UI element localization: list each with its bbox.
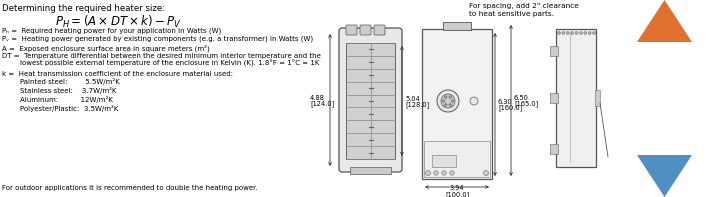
Circle shape — [442, 171, 446, 175]
FancyBboxPatch shape — [360, 25, 371, 35]
Circle shape — [451, 100, 454, 102]
Bar — [424, 141, 490, 177]
Text: DT =  Temperature differential between the desired minimum interior temperature : DT = Temperature differential between th… — [2, 52, 321, 67]
Bar — [422, 29, 492, 179]
Circle shape — [557, 32, 560, 34]
Circle shape — [449, 104, 451, 106]
Circle shape — [449, 96, 451, 98]
Text: [165.0]: [165.0] — [514, 101, 539, 107]
Bar — [550, 46, 558, 56]
Circle shape — [444, 96, 447, 98]
Circle shape — [562, 32, 565, 34]
Text: [100.0]: [100.0] — [445, 191, 469, 197]
Text: For spacing, add 2" clearance
to heat sensitive parts.: For spacing, add 2" clearance to heat se… — [469, 3, 579, 17]
FancyBboxPatch shape — [374, 25, 385, 35]
Circle shape — [575, 32, 578, 34]
Circle shape — [433, 171, 438, 175]
Circle shape — [588, 32, 591, 34]
Circle shape — [584, 32, 587, 34]
Bar — [443, 22, 471, 30]
Circle shape — [450, 171, 454, 175]
Circle shape — [470, 97, 478, 105]
Bar — [550, 144, 558, 154]
Text: 3.94: 3.94 — [450, 186, 464, 191]
Text: A =  Exposed enclosure surface area in square meters (m²): A = Exposed enclosure surface area in sq… — [2, 44, 210, 51]
Polygon shape — [637, 0, 692, 42]
Text: k =  Heat transmission coefficient of the enclosure material used:
        Paint: k = Heat transmission coefficient of the… — [2, 71, 233, 112]
Bar — [550, 93, 558, 103]
Text: For outdoor applications it is recommended to double the heating power.: For outdoor applications it is recommend… — [2, 185, 258, 191]
Circle shape — [484, 170, 488, 176]
Text: 6.30: 6.30 — [498, 99, 513, 105]
Circle shape — [442, 100, 445, 102]
Circle shape — [580, 32, 582, 34]
Text: 4.88: 4.88 — [310, 95, 325, 100]
Text: $P_H = ( A \times DT \times k) - P_V$: $P_H = ( A \times DT \times k) - P_V$ — [55, 14, 181, 30]
Circle shape — [593, 32, 595, 34]
FancyBboxPatch shape — [346, 25, 357, 35]
Text: 5.04: 5.04 — [405, 96, 420, 101]
Text: [128.0]: [128.0] — [405, 101, 429, 108]
Text: Pᵥ =  Heating power generated by existing components (e.g. a transformer) in Wat: Pᵥ = Heating power generated by existing… — [2, 35, 313, 42]
Text: 6.50: 6.50 — [514, 95, 529, 101]
Bar — [350, 167, 391, 174]
Text: [124.0]: [124.0] — [310, 100, 334, 107]
Bar — [595, 90, 600, 106]
Circle shape — [441, 94, 455, 108]
Text: Determining the required heater size:: Determining the required heater size: — [2, 4, 165, 13]
Circle shape — [566, 32, 570, 34]
Bar — [346, 43, 395, 159]
Bar — [556, 29, 596, 167]
Circle shape — [437, 90, 459, 112]
FancyBboxPatch shape — [339, 28, 402, 172]
Bar — [432, 155, 456, 167]
Circle shape — [571, 32, 574, 34]
Circle shape — [444, 104, 447, 106]
Polygon shape — [637, 155, 692, 197]
Text: Pₕ =  Required heating power for your application in Watts (W): Pₕ = Required heating power for your app… — [2, 27, 221, 33]
Circle shape — [426, 170, 431, 176]
Text: [160.0]: [160.0] — [498, 105, 522, 111]
